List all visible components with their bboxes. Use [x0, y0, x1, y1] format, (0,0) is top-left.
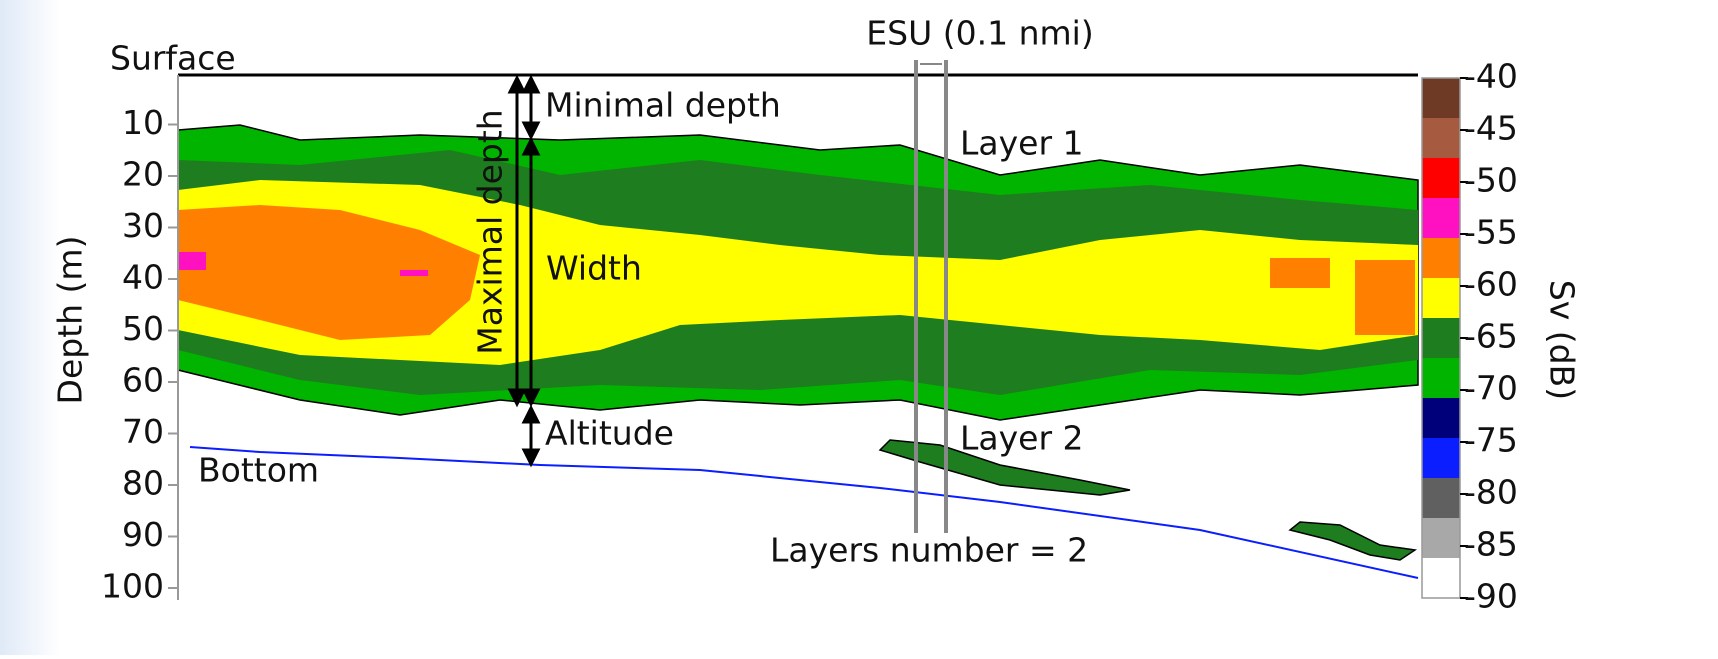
surface-label: Surface: [110, 39, 236, 78]
y-tick-label: 50: [122, 309, 164, 348]
annotation: Minimal depth: [545, 86, 781, 125]
y-tick-label: 90: [122, 515, 164, 554]
annotation: Layer 2: [960, 419, 1084, 458]
esu-label: ESU (0.1 nmi): [866, 14, 1093, 53]
annotation: Altitude: [545, 414, 674, 453]
y-tick-label: 20: [122, 155, 164, 194]
colorbar-tick-label: -40: [1464, 57, 1518, 96]
colorbar-tick-label: -65: [1464, 317, 1518, 356]
colorbar-tick-label: -45: [1464, 109, 1518, 148]
colorbar-tick-label: -85: [1464, 525, 1518, 564]
annotation: Width: [546, 249, 642, 288]
annotation: Maximal depth: [471, 109, 510, 354]
colorbar-swatch: [1422, 278, 1460, 319]
colorbar-swatch: [1422, 518, 1460, 559]
y-tick-label: 10: [122, 103, 164, 142]
colorbar-swatch: [1422, 358, 1460, 399]
colorbar-swatch: [1422, 78, 1460, 119]
colorbar-swatch: [1422, 198, 1460, 239]
colorbar-label: Sv (dB): [1543, 280, 1582, 400]
y-tick-label: 80: [122, 464, 164, 503]
colorbar-tick-label: -70: [1464, 369, 1518, 408]
colorbar-tick-label: -55: [1464, 213, 1518, 252]
y-tick-label: 100: [101, 567, 164, 606]
bottom-line: [189, 446, 1419, 579]
colorbar-swatch: [1422, 158, 1460, 199]
y-tick-label: 40: [122, 258, 164, 297]
background-edge: [0, 0, 60, 655]
colorbar-swatch: [1422, 318, 1460, 359]
measure-arrows: [507, 74, 541, 468]
colorbar-swatch: [1422, 238, 1460, 279]
colorbar-tick-label: -60: [1464, 265, 1518, 304]
colorbar-swatch: [1422, 118, 1460, 159]
annotation: Layer 1: [960, 124, 1084, 163]
y-axis-label: Depth (m): [51, 236, 90, 405]
y-tick-label: 70: [122, 412, 164, 451]
colorbar-swatch: [1422, 478, 1460, 519]
y-tick-label: 30: [122, 206, 164, 245]
echogram: [177, 124, 1419, 561]
colorbar-swatch: [1422, 438, 1460, 479]
colorbar-swatch: [1422, 558, 1460, 599]
colorbar-tick-label: -75: [1464, 421, 1518, 460]
annotation: Bottom: [198, 451, 319, 490]
colorbar-tick-label: -50: [1464, 161, 1518, 200]
colorbar-swatch: [1422, 398, 1460, 439]
colorbar-tick-label: -90: [1464, 577, 1518, 616]
colorbar-tick-label: -80: [1464, 473, 1518, 512]
y-tick-label: 60: [122, 361, 164, 400]
annotation: Layers number = 2: [770, 531, 1088, 570]
